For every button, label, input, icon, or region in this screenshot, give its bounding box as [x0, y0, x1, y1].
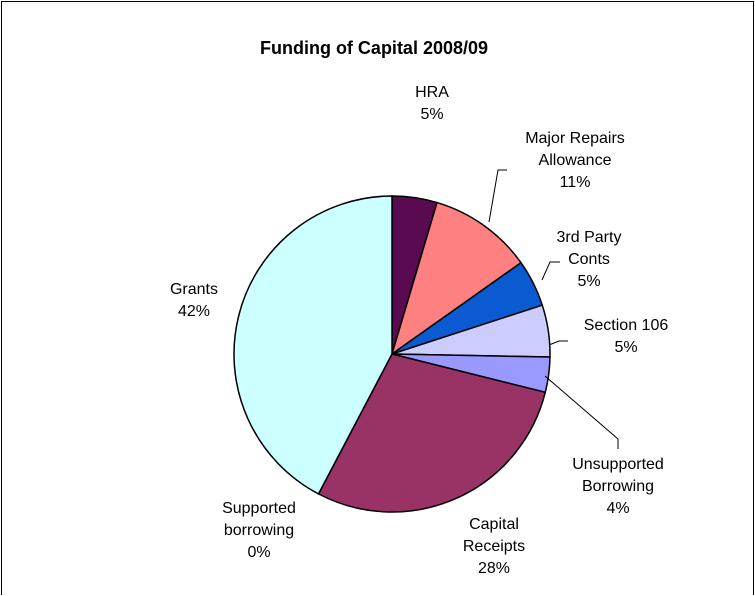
slice-label-1: Major Repairs Allowance 11%	[525, 130, 625, 191]
slice-labels: HRA 5% Major Repairs Allowance 11% 3rd Party C…	[170, 84, 668, 577]
slice-name-6: borrowing	[224, 522, 294, 539]
slice-label-3: Section 106 5%	[584, 317, 669, 356]
slice-name-4: Unsupported	[572, 456, 664, 473]
slice-name-7: Grants	[170, 281, 218, 298]
slice-name-3: Section 106	[584, 317, 669, 334]
slice-percent-1: 11%	[560, 174, 591, 191]
chart-title: Funding of Capital 2008/09	[260, 38, 488, 58]
slice-percent-5: 28%	[478, 560, 510, 577]
slice-label-5: Capital Receipts 28%	[463, 516, 525, 577]
slice-label-6: Supported borrowing 0%	[222, 500, 296, 561]
slice-label-2: 3rd Party Conts 5%	[557, 229, 622, 290]
slice-percent-0: 5%	[420, 106, 443, 123]
leader-lines	[488, 169, 619, 449]
leader-line-1	[488, 169, 507, 223]
slice-name-4: Borrowing	[582, 478, 654, 495]
slice-label-0: HRA 5%	[415, 84, 449, 123]
pie-slice-1	[390, 201, 523, 356]
pie-slice-7	[233, 195, 393, 495]
slice-name-1: Major Repairs	[525, 130, 625, 147]
slice-percent-3: 5%	[614, 339, 637, 356]
pie-slices	[233, 195, 551, 513]
slice-name-2: Conts	[568, 251, 610, 268]
leader-line-3	[548, 340, 568, 346]
leader-line-2	[541, 261, 560, 281]
slice-percent-4: 4%	[606, 500, 629, 517]
slice-percent-6: 0%	[247, 544, 270, 561]
slice-percent-7: 42%	[178, 303, 210, 320]
slice-name-1: Allowance	[539, 152, 612, 169]
slice-name-5: Receipts	[463, 538, 525, 555]
leader-line-4	[544, 375, 619, 449]
slice-name-5: Capital	[469, 516, 519, 533]
slice-name-2: 3rd Party	[557, 229, 622, 246]
slice-name-6: Supported	[222, 500, 296, 517]
slice-name-0: HRA	[415, 84, 449, 101]
slice-percent-2: 5%	[577, 273, 600, 290]
slice-label-7: Grants 42%	[170, 281, 218, 320]
pie-slice-5	[317, 353, 547, 513]
slice-label-4: Unsupported Borrowing 4%	[572, 456, 664, 517]
